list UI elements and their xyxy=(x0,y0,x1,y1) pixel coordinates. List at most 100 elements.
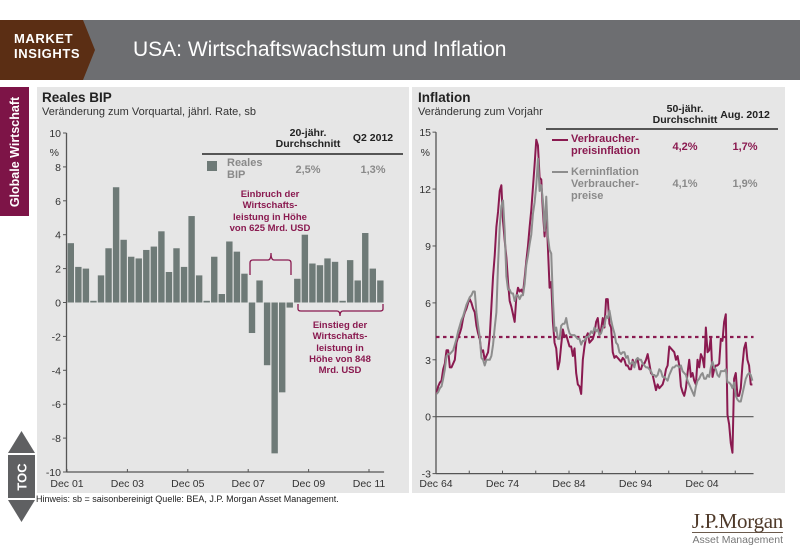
triangle-down-icon[interactable] xyxy=(8,500,35,522)
header-bar xyxy=(0,20,800,80)
gdp-col-header-current: Q2 2012 xyxy=(352,132,394,144)
toc-button[interactable]: TOC xyxy=(8,455,35,498)
inflation-y-tick-label: 6 xyxy=(425,298,431,310)
gdp-col-avg-line1: 20-jähr. xyxy=(289,127,327,139)
inflation-x-tick-label: Dec 64 xyxy=(419,478,452,490)
gdp-bar xyxy=(294,278,301,303)
cpi-legend-line: Verbraucher- xyxy=(571,133,639,145)
inflation-line-chart: 15 12 9 6 3 0 -3% Dec 64 Dec 74 Dec 84 Dec 94 Dec 0… xyxy=(419,127,754,490)
inflation-y-tick-label: 15 xyxy=(419,127,431,139)
gdp-legend-label: Reales BIP xyxy=(227,157,262,181)
gdp-bar xyxy=(241,273,248,303)
gdp-bar xyxy=(97,275,105,303)
annotation-recovery-line: leistung in xyxy=(316,342,364,354)
triangle-up-icon[interactable] xyxy=(8,431,35,453)
page-title: USA: Wirtschaftswachstum und Inflation xyxy=(133,38,507,61)
gdp-bar xyxy=(180,266,188,303)
gdp-y-tick-label: -2 xyxy=(52,331,61,343)
logo-subtitle: Asset Management xyxy=(692,534,783,546)
gdp-bar xyxy=(263,302,271,366)
annotation-decline-line: von 625 Mrd. USD xyxy=(229,222,311,234)
inflation-y-tick-label: 0 xyxy=(425,412,431,424)
gdp-current-value: 1,3% xyxy=(360,164,386,176)
core-cpi-line xyxy=(435,157,754,403)
section-tab-globale-wirtschaft[interactable]: Globale Wirtschaft xyxy=(0,87,29,216)
inflation-y-tick-label: -3 xyxy=(422,469,431,481)
gdp-bar xyxy=(128,256,135,303)
annotation-recovery-line: Wirtschafts- xyxy=(312,331,368,343)
core-cpi-legend-swatch xyxy=(552,171,568,173)
gdp-table-rule xyxy=(202,153,403,155)
gdp-bar xyxy=(150,246,158,303)
gdp-y-tick-label: -10 xyxy=(46,467,61,479)
gdp-bar xyxy=(346,260,354,303)
inflation-unit-label: % xyxy=(421,147,430,159)
gdp-x-tick-label: Dec 11 xyxy=(353,478,386,490)
gdp-legend-swatch xyxy=(207,161,217,171)
gdp-bar xyxy=(211,256,218,303)
gdp-bar xyxy=(286,302,293,308)
gdp-y-tick-label: 10 xyxy=(49,128,61,140)
inflation-table-rule xyxy=(546,128,778,130)
gdp-legend-line1: Reales xyxy=(227,157,263,169)
inflation-y-tick-label: 12 xyxy=(419,184,431,196)
cpi-legend-line: preisinflation xyxy=(571,145,641,157)
gdp-bar xyxy=(195,275,203,303)
gdp-bar xyxy=(218,294,225,303)
inflation-col-header-current: Aug. 2012 xyxy=(720,109,770,121)
inflation-x-tick-label: Dec 94 xyxy=(619,478,652,490)
cpi-legend-swatch xyxy=(552,139,568,141)
gdp-bar xyxy=(120,239,127,303)
annotation-decline-line: Wirtschafts- xyxy=(242,200,298,212)
bracket-decline xyxy=(249,252,292,275)
gdp-bar xyxy=(188,216,195,303)
gdp-y-tick-label: -8 xyxy=(52,433,61,445)
gdp-bar xyxy=(279,302,286,393)
gdp-y-tick-label: 2 xyxy=(55,264,61,276)
inflation-col-avg-line1: 50-jähr. xyxy=(666,103,704,115)
gdp-bar xyxy=(309,263,316,303)
gdp-bar xyxy=(233,251,241,303)
inflation-x-tick-label: Dec 04 xyxy=(685,478,718,490)
gdp-bar xyxy=(369,268,376,303)
brand-line-2: INSIGHTS xyxy=(14,46,81,61)
toc-label: TOC xyxy=(14,462,29,491)
logo-name: J.P.Morgan xyxy=(691,509,783,533)
toc-box[interactable] xyxy=(8,455,35,498)
brand-chevron xyxy=(0,20,95,80)
bracket-recovery xyxy=(297,304,384,317)
gdp-bar xyxy=(203,300,210,303)
gdp-col-avg-line2: Durchschnitt xyxy=(275,138,341,150)
gdp-average-value: 2,5% xyxy=(295,164,321,176)
gdp-bar xyxy=(301,234,309,303)
gdp-bar xyxy=(354,280,361,303)
gdp-bar xyxy=(339,300,346,303)
annotation-decline: Einbruch der Wirtschafts- leistung in Hö… xyxy=(215,189,325,234)
core-cpi-legend-line: preise xyxy=(571,190,604,202)
gdp-bar xyxy=(143,249,150,303)
inflation-x-tick-label: Dec 84 xyxy=(552,478,585,490)
gdp-bar xyxy=(165,271,173,303)
inflation-subtitle: Veränderung zum Vorjahr xyxy=(418,106,543,118)
inflation-col-header-average: 50-jähr. Durchschnitt xyxy=(630,104,740,126)
toc-navigator xyxy=(8,431,35,522)
annotation-decline-line: Einbruch der xyxy=(240,189,300,200)
core-cpi-average-value: 4,1% xyxy=(672,178,698,190)
gdp-bar xyxy=(67,243,74,303)
section-tab-label: Globale Wirtschaft xyxy=(7,96,22,207)
gdp-y-tick-label: -6 xyxy=(52,399,61,411)
gdp-bar xyxy=(105,248,112,303)
core-cpi-legend-line: Verbraucher- xyxy=(571,178,639,190)
brand-line-1: MARKET xyxy=(14,31,74,46)
annotation-recovery-line: Einstieg der xyxy=(312,320,368,331)
gdp-y-tick-label: 0 xyxy=(55,298,61,310)
cpi-legend-label: Verbraucher- preisinflation xyxy=(571,133,640,157)
gdp-x-tick-label: Dec 01 xyxy=(50,478,83,490)
footnote: Hinweis: sb = saisonbereinigt Quelle: BE… xyxy=(36,494,339,504)
inflation-y-tick-label: 3 xyxy=(425,355,431,367)
gdp-bar xyxy=(226,241,233,303)
gdp-x-tick-label: Dec 09 xyxy=(292,478,325,490)
gdp-subtitle: Veränderung zum Vorquartal, jährl. Rate,… xyxy=(42,106,257,118)
market-insights-brand: MARKET INSIGHTS xyxy=(14,31,80,61)
inflation-title: Inflation xyxy=(418,90,471,105)
